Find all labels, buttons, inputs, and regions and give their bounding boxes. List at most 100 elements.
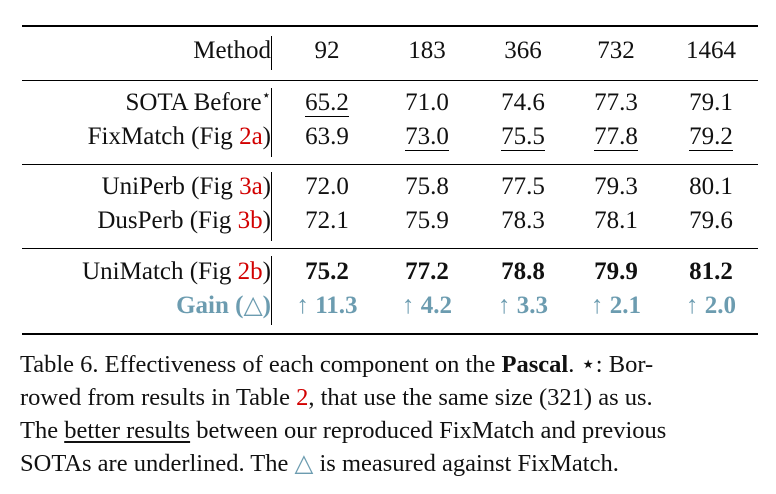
header-col: 366: [504, 37, 542, 64]
table-cell: 73.0: [377, 122, 477, 152]
figure-ref[interactable]: 2b: [237, 258, 263, 285]
method-name: Gain (△): [176, 292, 271, 319]
method-close: ): [262, 207, 271, 234]
cell-value: ↑ 2.1: [591, 292, 641, 319]
table-cell: 79.9: [566, 257, 666, 287]
cell-value: ↑ 2.0: [686, 292, 736, 319]
header-col: 1464: [686, 37, 736, 64]
row-method: DusPerb (Fig 3b): [97, 206, 271, 236]
cell-value: 75.9: [405, 207, 449, 234]
table-cell: 71.0: [377, 88, 477, 118]
header-method: Method: [193, 37, 271, 64]
table-caption: Table 6. Effectiveness of each component…: [20, 348, 760, 480]
caption-text: rowed from results in Table: [20, 384, 297, 411]
group2-rule: [22, 248, 758, 250]
caption-text: , that use the same size (321) as us.: [308, 384, 653, 411]
caption-triangle: △: [294, 450, 314, 477]
cell-value: 75.8: [405, 173, 449, 200]
row-method: SOTA Before⋆: [125, 88, 271, 121]
table-cell: 72.0: [277, 172, 377, 202]
caption-text: The: [20, 417, 65, 444]
cell-value: 73.0: [405, 123, 449, 151]
cell-value: 65.2: [305, 89, 349, 117]
header-col: 92: [314, 37, 340, 64]
cell-value: 79.6: [689, 207, 733, 234]
figure-ref[interactable]: 3b: [237, 207, 263, 234]
row-method: UniPerb (Fig 3a): [102, 172, 271, 202]
method-name: FixMatch (Fig: [87, 123, 240, 150]
table-cell: ↑ 4.2: [377, 291, 477, 321]
group1-rule: [22, 164, 758, 166]
bottom-rule: [22, 333, 758, 335]
cell-value: 80.1: [689, 173, 733, 200]
cell-value: 79.3: [594, 173, 638, 200]
caption-table-ref[interactable]: 2: [296, 384, 309, 411]
cell-value: 78.3: [501, 207, 545, 234]
cell-value: ↑ 4.2: [402, 292, 452, 319]
table-cell: ↑ 2.1: [566, 291, 666, 321]
table-cell: 72.1: [277, 206, 377, 236]
method-name: UniPerb (Fig: [101, 173, 240, 200]
cell-value: 77.5: [501, 173, 545, 200]
table-cell: 75.8: [377, 172, 477, 202]
cell-value: 75.5: [501, 123, 545, 151]
cell-value: 71.0: [405, 89, 449, 116]
table-cell: 78.1: [566, 206, 666, 236]
header-rule: [22, 80, 758, 82]
cell-value: 77.8: [594, 123, 638, 151]
cell-value: 79.1: [689, 89, 733, 116]
method-mark: ⋆: [261, 88, 271, 104]
table-cell: 77.8: [566, 122, 666, 152]
cell-value: ↑ 11.3: [296, 292, 358, 319]
table-cell: 79.3: [566, 172, 666, 202]
table-cell: 77.2: [377, 257, 477, 287]
caption-text: between our reproduced FixMatch and prev…: [190, 417, 667, 444]
method-close: ): [262, 258, 271, 285]
top-rule: [22, 25, 758, 27]
cell-value: 78.8: [501, 258, 545, 285]
cell-value: 79.9: [594, 258, 638, 285]
table-cell: ↑ 3.3: [473, 291, 573, 321]
method-name: DusPerb (Fig: [97, 207, 238, 234]
caption-text: . ⋆: Bor-: [568, 351, 654, 378]
table-cell: 74.6: [473, 88, 573, 118]
table-cell: ↑ 11.3: [277, 291, 377, 321]
cell-value: 81.2: [689, 258, 733, 285]
table-cell: 77.3: [566, 88, 666, 118]
column-separator: [271, 256, 273, 325]
table-cell: 78.8: [473, 257, 573, 287]
table-cell: 77.5: [473, 172, 573, 202]
cell-value: ↑ 3.3: [498, 292, 548, 319]
caption-dataset: Pascal: [501, 351, 569, 378]
cell-value: 63.9: [305, 123, 349, 150]
cell-value: 72.1: [305, 207, 349, 234]
caption-underlined: better results: [64, 417, 191, 444]
cell-value: 78.1: [594, 207, 638, 234]
table-cell: 75.2: [277, 257, 377, 287]
cell-value: 77.2: [405, 258, 449, 285]
table-cell: 79.6: [661, 206, 761, 236]
header-col: 183: [408, 37, 446, 64]
table-cell: ↑ 2.0: [661, 291, 761, 321]
caption-text: SOTAs are underlined. The: [20, 450, 295, 477]
cell-value: 75.2: [305, 258, 349, 285]
caption-text: is measured against FixMatch.: [313, 450, 619, 477]
cell-value: 77.3: [594, 89, 638, 116]
method-name: SOTA Before: [125, 89, 262, 116]
column-separator: [271, 36, 273, 70]
figure-ref[interactable]: 2a: [239, 123, 263, 150]
table-cell: 65.2: [277, 88, 377, 118]
table-cell: 79.2: [661, 122, 761, 152]
table-cell: 75.9: [377, 206, 477, 236]
figure-ref[interactable]: 3a: [239, 173, 263, 200]
table-cell: 79.1: [661, 88, 761, 118]
table-cell: 81.2: [661, 257, 761, 287]
method-close: ): [262, 123, 271, 150]
row-method: UniMatch (Fig 2b): [82, 257, 271, 287]
row-method: FixMatch (Fig 2a): [88, 122, 271, 152]
cell-value: 74.6: [501, 89, 545, 116]
table-cell: 63.9: [277, 122, 377, 152]
column-separator: [271, 172, 273, 241]
method-close: ): [262, 173, 271, 200]
header-col: 732: [597, 37, 635, 64]
